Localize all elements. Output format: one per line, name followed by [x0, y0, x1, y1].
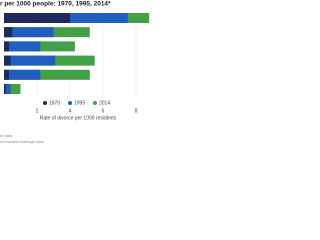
legend-label: 2014 — [99, 100, 110, 106]
bar — [4, 13, 70, 23]
x-tick-label: 2 — [36, 108, 39, 114]
legend-swatch — [43, 101, 47, 105]
bar — [4, 41, 9, 52]
x-axis-label: Rate of divorce per 1000 residents — [40, 115, 117, 121]
footnote: of data — [0, 133, 13, 138]
chart-title: r per 1000 people: 1970, 1995, 2014* — [0, 1, 111, 8]
legend-swatch — [93, 101, 97, 105]
bar — [4, 69, 90, 80]
bar — [4, 84, 6, 94]
bar — [4, 84, 11, 94]
legend-swatch — [68, 101, 72, 105]
bar — [4, 27, 13, 38]
legend-label: 1995 — [74, 100, 85, 106]
bar — [4, 41, 41, 52]
x-tick-label: 4 — [69, 108, 72, 114]
x-tick-label: 8 — [135, 108, 138, 114]
footnote: nrecorded marriage data — [0, 139, 45, 144]
bar — [4, 55, 56, 66]
bar — [4, 55, 11, 66]
bar — [4, 84, 21, 94]
x-tick-label: 6 — [102, 108, 105, 114]
legend-label: 1970 — [49, 100, 60, 106]
bar — [4, 69, 9, 80]
bar — [4, 27, 54, 38]
bar — [4, 69, 41, 80]
chart: r per 1000 people: 1970, 1995, 2014* Rat… — [0, 1, 150, 144]
